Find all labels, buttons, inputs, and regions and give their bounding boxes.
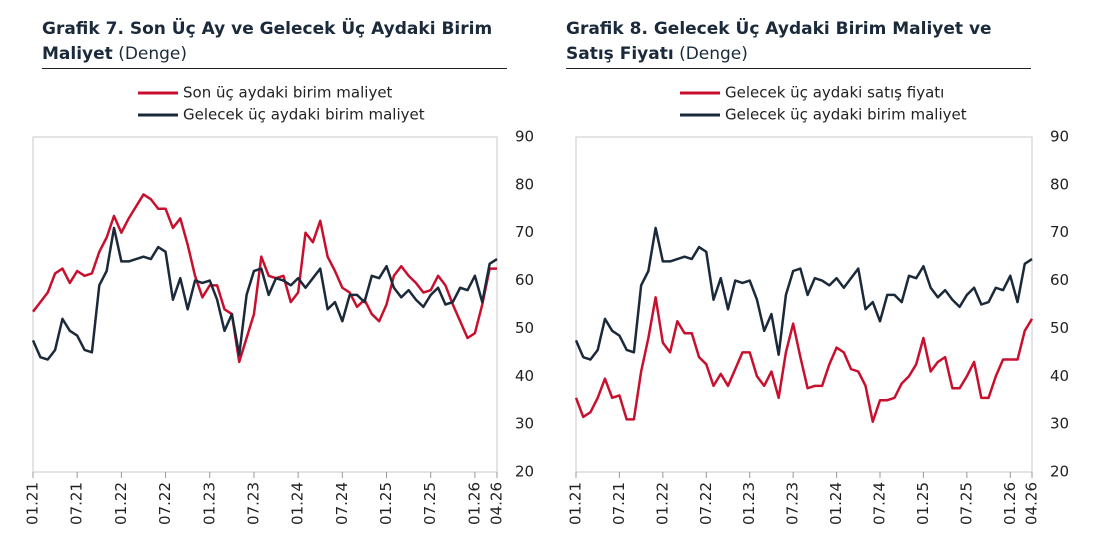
- y-tick-label: 90: [515, 128, 534, 146]
- legend-label: Gelecek üç aydaki satış fiyatı: [725, 84, 944, 102]
- y-tick-label: 80: [515, 175, 534, 193]
- x-tick-label: 07.24: [871, 482, 889, 525]
- y-tick-label: 20: [1050, 463, 1069, 481]
- plot-frame: [575, 136, 1033, 473]
- x-tick-label: 07.24: [333, 482, 351, 525]
- chart-subtitle: (Denge): [679, 44, 748, 64]
- x-tick-label: 07.22: [156, 482, 174, 525]
- x-tick-label: 07.22: [697, 482, 715, 525]
- chart-title: Grafik 7. Son Üç Ay ve Gelecek Üç Aydaki…: [42, 19, 493, 64]
- x-tick-label: 07.23: [784, 482, 802, 525]
- x-tick-label: 04.26: [1023, 482, 1041, 525]
- x-tick-label: 01.24: [289, 482, 307, 525]
- plot-frame: [32, 136, 498, 473]
- chart-title: Grafik 8. Gelecek Üç Aydaki Birim Maliye…: [566, 19, 992, 64]
- series-line: [31, 226, 498, 361]
- y-tick-label: 40: [1050, 367, 1069, 385]
- series-line: [32, 193, 497, 364]
- x-tick-label: 01.23: [200, 482, 218, 525]
- y-tick-label: 50: [515, 319, 534, 337]
- x-tick-label: 01.26: [1001, 482, 1019, 525]
- y-tick-label: 60: [515, 271, 534, 289]
- y-tick-label: 80: [1050, 175, 1069, 193]
- x-tick-label: 07.23: [244, 482, 262, 525]
- y-tick-label: 90: [1050, 128, 1069, 146]
- y-tick-label: 30: [1050, 415, 1069, 433]
- x-tick-label: 01.25: [914, 482, 932, 525]
- y-tick-label: 70: [1050, 223, 1069, 241]
- x-tick-label: 01.23: [740, 482, 758, 525]
- chart-title-block: Grafik 8. Gelecek Üç Aydaki Birim Maliye…: [566, 17, 1031, 69]
- x-tick-label: 01.21: [24, 482, 42, 525]
- y-tick-label: 70: [515, 223, 534, 241]
- y-tick-label: 20: [515, 463, 534, 481]
- y-tick-label: 60: [1050, 271, 1069, 289]
- x-tick-label: 01.22: [653, 482, 671, 525]
- x-tick-label: 01.24: [827, 482, 845, 525]
- series-line: [574, 296, 1034, 423]
- x-tick-label: 01.25: [377, 482, 395, 525]
- y-tick-label: 40: [515, 367, 534, 385]
- chart-subtitle: (Denge): [118, 44, 188, 64]
- x-tick-label: 01.21: [567, 482, 585, 525]
- x-tick-label: 07.25: [421, 482, 439, 525]
- legend-label: Gelecek üç aydaki birim maliyet: [183, 106, 425, 124]
- x-tick-label: 01.22: [112, 482, 130, 525]
- legend-label: Gelecek üç aydaki birim maliyet: [725, 106, 967, 124]
- chart-title-block: Grafik 7. Son Üç Ay ve Gelecek Üç Aydaki…: [42, 17, 507, 69]
- y-tick-label: 50: [1050, 319, 1069, 337]
- y-tick-label: 30: [515, 415, 534, 433]
- x-tick-label: 07.21: [610, 482, 628, 525]
- x-tick-label: 07.25: [957, 482, 975, 525]
- x-tick-label: 04.26: [488, 482, 506, 525]
- legend-label: Son üç aydaki birim maliyet: [183, 84, 393, 102]
- x-tick-label: 01.26: [465, 482, 483, 525]
- series-line: [574, 226, 1033, 361]
- x-tick-label: 07.21: [68, 482, 86, 525]
